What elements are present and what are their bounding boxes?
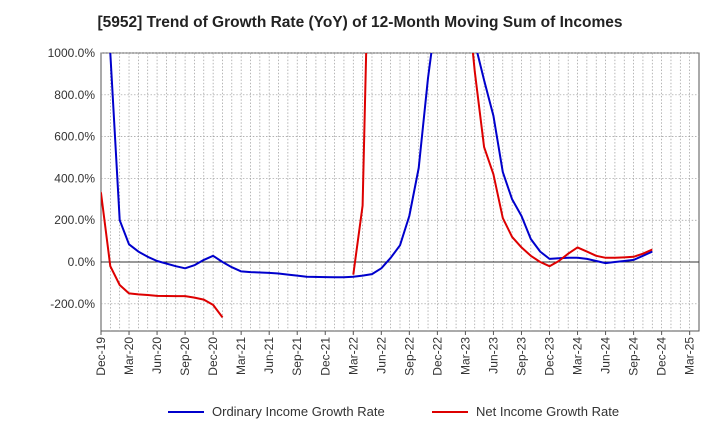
x-tick-label: Mar-25: [683, 337, 697, 375]
y-tick-label: 600.0%: [54, 130, 95, 144]
x-tick-label: Jun-22: [374, 337, 388, 374]
net-income-line: [471, 53, 653, 268]
x-tick-label: Jun-21: [262, 337, 276, 374]
x-tick-label: Mar-22: [346, 337, 360, 375]
chart-title: [5952] Trend of Growth Rate (YoY) of 12-…: [97, 14, 623, 31]
x-tick-label: Mar-20: [122, 337, 136, 375]
x-tick-label: Dec-21: [318, 337, 332, 376]
series-layer: [101, 53, 653, 319]
legend-swatch-ordinary-income: [168, 410, 204, 413]
x-tick-label: Dec-24: [655, 337, 669, 376]
x-tick-label: Jun-23: [486, 337, 500, 374]
x-tick-label: Dec-22: [430, 337, 444, 376]
legend-item-ordinary-income: Ordinary Income Growth Rate: [168, 404, 385, 419]
y-tick-label: 400.0%: [54, 171, 95, 185]
y-tick-label: 200.0%: [54, 213, 95, 227]
net-income-line: [101, 191, 224, 319]
net-income-line: [352, 53, 368, 275]
x-tick-label: Mar-24: [571, 337, 585, 375]
legend-label-net-income: Net Income Growth Rate: [476, 404, 620, 419]
y-tick-label: 0.0%: [68, 255, 96, 269]
legend-label-ordinary-income: Ordinary Income Growth Rate: [212, 404, 385, 419]
x-tick-label: Jun-24: [599, 337, 613, 374]
y-tick-label: -200.0%: [50, 297, 95, 311]
x-tick-label: Sep-21: [290, 337, 304, 376]
axis-layer: 1000.0% 800.0% 600.0% 400.0% 200.0% 0.0% -200.…: [48, 46, 697, 376]
x-tick-label: Mar-23: [458, 337, 472, 375]
series-net-income: [101, 53, 653, 319]
y-tick-label: 1000.0%: [48, 46, 96, 60]
x-tick-label: Sep-23: [514, 337, 528, 376]
legend: Ordinary Income Growth Rate Net Income G…: [0, 404, 720, 426]
x-tick-label: Sep-24: [627, 337, 641, 376]
x-tick-label: Sep-22: [402, 337, 416, 376]
ordinary-income-line: [109, 53, 653, 279]
grid-layer: [100, 52, 700, 332]
x-tick-label: Dec-20: [206, 337, 220, 376]
y-tick-label: 800.0%: [54, 88, 95, 102]
legend-item-net-income: Net Income Growth Rate: [432, 404, 619, 419]
x-tick-label: Sep-20: [178, 337, 192, 376]
x-tick-label: Dec-19: [94, 337, 108, 376]
x-tick-label: Jun-20: [150, 337, 164, 374]
legend-swatch-net-income: [432, 410, 468, 413]
series-ordinary-income: [109, 53, 653, 279]
x-tick-label: Dec-23: [543, 337, 557, 376]
x-tick-label: Mar-21: [234, 337, 248, 375]
